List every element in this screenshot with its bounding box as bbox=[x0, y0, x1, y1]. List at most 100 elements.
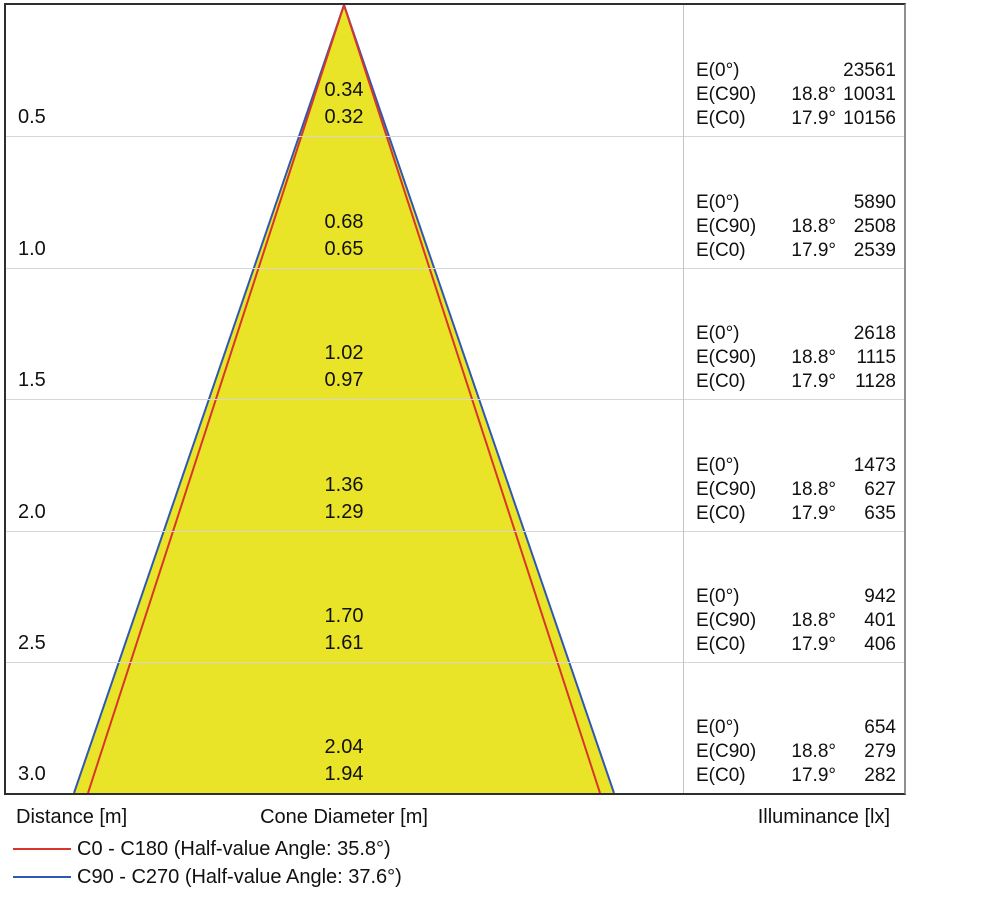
cone-diameter-axis-label: Cone Diameter [m] bbox=[260, 806, 428, 828]
e0-value: 942 bbox=[864, 586, 896, 607]
e0-label: E(0°) bbox=[696, 192, 740, 213]
ec90-value: 2508 bbox=[853, 216, 896, 237]
ec0-label: E(C0) bbox=[696, 108, 746, 129]
e0-value: 1473 bbox=[853, 455, 896, 476]
ec90-label: E(C90) bbox=[696, 741, 757, 762]
ec0-value: 1128 bbox=[855, 371, 896, 392]
c90-line-swatch-icon bbox=[13, 876, 71, 878]
ec0-angle: 17.9° bbox=[791, 634, 836, 655]
ec0-angle: 17.9° bbox=[791, 240, 836, 261]
legend-item-c90: C90 - C270 (Half-value Angle: 37.6°) bbox=[0, 864, 600, 890]
table-row: 2.0 1.36 1.29 E(0°) 1473 E(C90) 18.8° 62… bbox=[6, 399, 904, 531]
distance-value: 1.5 bbox=[18, 369, 46, 391]
ec90-label: E(C90) bbox=[696, 84, 757, 105]
e0-label: E(0°) bbox=[696, 455, 740, 476]
ec90-value: 279 bbox=[864, 741, 896, 762]
cone-edge-c90-line bbox=[73, 5, 615, 793]
cone-diameter-c90: 2.04 bbox=[324, 736, 364, 758]
ec0-label: E(C0) bbox=[696, 765, 746, 786]
ec90-value: 10031 bbox=[843, 84, 896, 105]
cone-diameter-values: 1.36 1.29 bbox=[264, 472, 424, 526]
e0-value: 654 bbox=[864, 717, 896, 738]
cone-edge-c0-line bbox=[87, 5, 601, 793]
row-gridline bbox=[6, 662, 904, 663]
e0-value: 2618 bbox=[853, 323, 896, 344]
cone-diameter-values: 1.70 1.61 bbox=[264, 603, 424, 657]
distance-value: 1.0 bbox=[18, 238, 46, 260]
row-gridline bbox=[6, 531, 904, 532]
illuminance-block: E(0°) 23561 E(C90) 18.8° 10031 E(C0) 17.… bbox=[696, 59, 896, 131]
ec0-label: E(C0) bbox=[696, 371, 746, 392]
e0-angle bbox=[781, 59, 836, 83]
ec0-value: 2539 bbox=[853, 240, 896, 261]
cone-diameter-c0: 0.65 bbox=[324, 238, 364, 260]
ec0-angle: 17.9° bbox=[791, 503, 836, 524]
ec0-angle: 17.9° bbox=[791, 371, 836, 392]
ec90-label: E(C90) bbox=[696, 347, 757, 368]
ec0-value: 282 bbox=[864, 765, 896, 786]
table-row: 3.0 2.04 1.94 E(0°) 654 E(C90) 18.8° 279… bbox=[6, 662, 904, 793]
cone-diameter-values: 0.68 0.65 bbox=[264, 209, 424, 263]
ec90-angle: 18.8° bbox=[791, 479, 836, 500]
distance-value: 3.0 bbox=[18, 763, 46, 785]
ec0-label: E(C0) bbox=[696, 634, 746, 655]
table-row: 1.0 0.68 0.65 E(0°) 5890 E(C90) 18.8° 25… bbox=[6, 136, 904, 268]
e0-label: E(0°) bbox=[696, 60, 740, 81]
cone-diameter-values: 1.02 0.97 bbox=[264, 340, 424, 394]
e0-angle bbox=[781, 716, 836, 740]
ec90-value: 627 bbox=[864, 479, 896, 500]
cone-diameter-c90: 1.70 bbox=[324, 605, 364, 627]
cone-chart-frame: 0.5 0.34 0.32 E(0°) 23561 E(C90) 18.8° 1… bbox=[4, 3, 906, 795]
ec90-value: 1115 bbox=[856, 347, 896, 368]
ec0-label: E(C0) bbox=[696, 240, 746, 261]
illuminance-block: E(0°) 2618 E(C90) 18.8° 1115 E(C0) 17.9°… bbox=[696, 322, 896, 394]
distance-value: 0.5 bbox=[18, 106, 46, 128]
row-gridline bbox=[6, 136, 904, 137]
illuminance-block: E(0°) 5890 E(C90) 18.8° 2508 E(C0) 17.9°… bbox=[696, 191, 896, 263]
illuminance-block: E(0°) 1473 E(C90) 18.8° 627 E(C0) 17.9° … bbox=[696, 454, 896, 526]
ec90-value: 401 bbox=[864, 610, 896, 631]
cone-diameter-c0: 0.32 bbox=[324, 106, 364, 128]
distance-value: 2.0 bbox=[18, 501, 46, 523]
cone-diameter-c0: 1.94 bbox=[324, 763, 364, 785]
ec90-angle: 18.8° bbox=[791, 84, 836, 105]
e0-angle bbox=[781, 322, 836, 346]
e0-value: 5890 bbox=[853, 192, 896, 213]
ec90-label: E(C90) bbox=[696, 610, 757, 631]
distance-value: 2.5 bbox=[18, 632, 46, 654]
illuminance-block: E(0°) 654 E(C90) 18.8° 279 E(C0) 17.9° 2… bbox=[696, 716, 896, 788]
ec90-label: E(C90) bbox=[696, 479, 757, 500]
ec90-label: E(C90) bbox=[696, 216, 757, 237]
cone-diameter-c90: 1.36 bbox=[324, 474, 364, 496]
e0-label: E(0°) bbox=[696, 586, 740, 607]
cone-diameter-c0: 0.97 bbox=[324, 369, 364, 391]
ec0-angle: 17.9° bbox=[791, 765, 836, 786]
illuminance-block: E(0°) 942 E(C90) 18.8° 401 E(C0) 17.9° 4… bbox=[696, 585, 896, 657]
ec90-angle: 18.8° bbox=[791, 347, 836, 368]
ec0-value: 635 bbox=[864, 503, 896, 524]
e0-angle bbox=[781, 454, 836, 478]
distance-axis-label: Distance [m] bbox=[16, 806, 128, 828]
cone-diameter-c0: 1.61 bbox=[324, 632, 364, 654]
legend-label-c0: C0 - C180 (Half-value Angle: 35.8°) bbox=[77, 838, 391, 860]
ec90-angle: 18.8° bbox=[791, 216, 836, 237]
e0-label: E(0°) bbox=[696, 323, 740, 344]
e0-angle bbox=[781, 191, 836, 215]
ec90-angle: 18.8° bbox=[791, 741, 836, 762]
cone-diameter-c0: 1.29 bbox=[324, 501, 364, 523]
ec0-label: E(C0) bbox=[696, 503, 746, 524]
table-row: 0.5 0.34 0.32 E(0°) 23561 E(C90) 18.8° 1… bbox=[6, 5, 904, 136]
cone-diameter-c90: 1.02 bbox=[324, 342, 364, 364]
cone-diameter-c90: 0.68 bbox=[324, 211, 364, 233]
legend-label-c90: C90 - C270 (Half-value Angle: 37.6°) bbox=[77, 866, 402, 888]
cone-diameter-values: 2.04 1.94 bbox=[264, 734, 424, 788]
cone-diameter-c90: 0.34 bbox=[324, 79, 364, 101]
table-row: 2.5 1.70 1.61 E(0°) 942 E(C90) 18.8° 401… bbox=[6, 531, 904, 662]
ec0-angle: 17.9° bbox=[791, 108, 836, 129]
illuminance-axis-label: Illuminance [lx] bbox=[757, 806, 890, 828]
ec90-angle: 18.8° bbox=[791, 610, 836, 631]
row-gridline bbox=[6, 399, 904, 400]
ec0-value: 406 bbox=[864, 634, 896, 655]
e0-value: 23561 bbox=[843, 60, 896, 81]
